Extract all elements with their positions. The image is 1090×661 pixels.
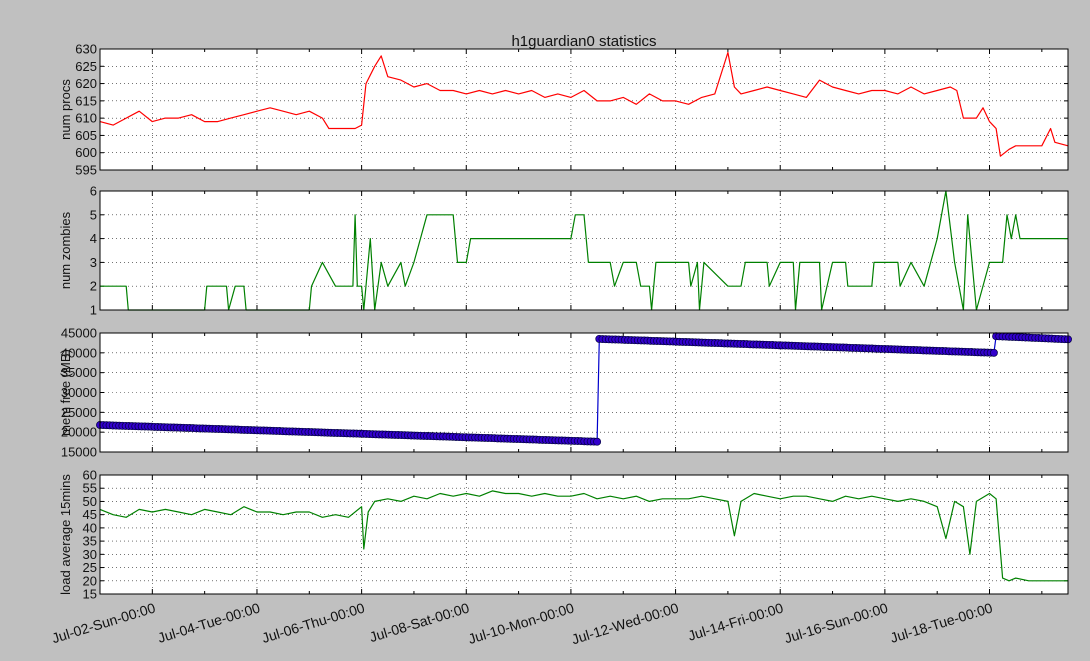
y-tick-label: 45000 — [61, 326, 97, 341]
x-tick-label: Jul-16-Sun-00:00 — [782, 600, 890, 647]
y-tick-label: 40000 — [61, 345, 97, 360]
y-tick-label: 1 — [90, 303, 97, 318]
y-tick-label: 35 — [83, 534, 97, 549]
data-point — [989, 348, 998, 357]
x-tick-label: Jul-12-Wed-00:00 — [570, 600, 681, 648]
y-tick-label: 50 — [83, 494, 97, 509]
axes-frame — [99, 332, 1069, 453]
x-tick-label: Jul-18-Tue-00:00 — [888, 600, 994, 646]
x-tick-label: Jul-08-Sat-00:00 — [367, 600, 471, 646]
y-tick-label: 630 — [75, 42, 97, 57]
y-tick-label: 5 — [90, 207, 97, 222]
y-tick-label: 615 — [75, 93, 97, 108]
axes-frame — [99, 474, 1069, 595]
y-tick-label: 4 — [90, 231, 97, 246]
y-tick-label: 60 — [83, 468, 97, 483]
x-tick-label: Jul-14-Fri-00:00 — [686, 600, 785, 644]
plot-area — [100, 191, 1068, 310]
x-tick-labels: Jul-02-Sun-00:00Jul-04-Tue-00:00Jul-06-T… — [50, 600, 995, 648]
panel-2: 1 2 3 4 5 6 num zombies — [58, 184, 1069, 318]
y-tick-label: 595 — [75, 163, 97, 178]
figure-title: h1guardian0 statistics — [511, 33, 656, 50]
plot-area — [100, 49, 1068, 170]
x-tick-label: Jul-06-Thu-00:00 — [260, 600, 367, 647]
y-tick-label: 20000 — [61, 425, 97, 440]
panel-1: 595 600 605 610 615 620 625 630 num procs — [58, 42, 1069, 178]
y-axis-label: num zombies — [58, 211, 73, 289]
x-tick-label: Jul-02-Sun-00:00 — [50, 600, 158, 647]
y-tick-label: 20 — [83, 573, 97, 588]
y-tick-label: 620 — [75, 76, 97, 91]
series-line — [100, 190, 1068, 311]
y-tick-label: 610 — [75, 111, 97, 126]
y-tick-label: 25 — [83, 560, 97, 575]
series-markers — [96, 332, 1072, 446]
y-tick-label: 6 — [90, 184, 97, 199]
axes-frame — [99, 48, 1069, 171]
y-tick-label: 3 — [90, 255, 97, 270]
axes-frame — [99, 190, 1069, 311]
series-line — [99, 51, 1069, 157]
x-tick-label: Jul-10-Mon-00:00 — [466, 600, 576, 647]
series-line — [99, 490, 1068, 582]
y-tick-label: 45 — [83, 507, 97, 522]
y-tick-label: 15 — [83, 587, 97, 602]
y-tick-label: 30 — [83, 547, 97, 562]
y-tick-label: 600 — [75, 145, 97, 160]
x-tick-label: Jul-04-Tue-00:00 — [156, 600, 262, 646]
y-tick-label: 15000 — [61, 445, 97, 460]
y-tick-label: 25000 — [61, 405, 97, 420]
panel-3: 15000 20000 25000 30000 35000 40000 45000 mem f… — [58, 326, 1072, 460]
data-point — [593, 437, 602, 446]
y-tick-label: 40 — [83, 520, 97, 535]
y-tick-label: 605 — [75, 128, 97, 143]
plot-area — [100, 475, 1068, 594]
y-tick-label: 30000 — [61, 385, 97, 400]
y-axis-label: num procs — [58, 79, 73, 140]
y-axis-label: load average 15mins — [58, 474, 73, 595]
y-tick-label: 625 — [75, 59, 97, 74]
y-axis-label: mem free (MB) — [58, 349, 73, 436]
y-tick-label: 2 — [90, 279, 97, 294]
y-tick-label: 55 — [83, 481, 97, 496]
y-tick-label: 35000 — [61, 365, 97, 380]
